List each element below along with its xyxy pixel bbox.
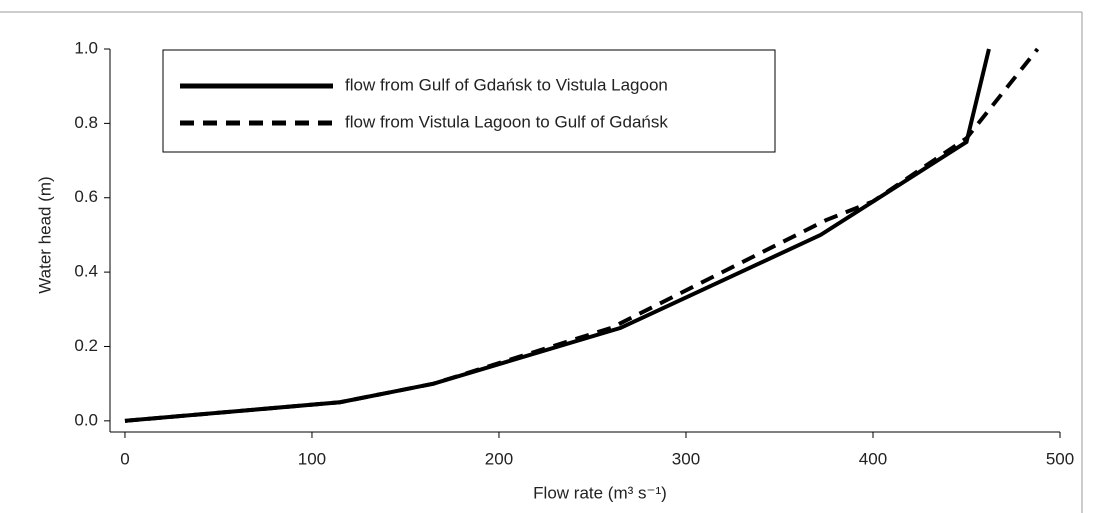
y-tick-label: 0.0 <box>74 410 98 429</box>
x-tick-label: 100 <box>298 449 326 468</box>
y-tick-label: 0.4 <box>74 262 98 281</box>
x-tick-label: 500 <box>1046 449 1074 468</box>
series-line <box>124 47 1040 423</box>
legend-label: flow from Vistula Lagoon to Gulf of Gdań… <box>345 112 668 131</box>
legend-label: flow from Gulf of Gdańsk to Vistula Lago… <box>345 75 668 94</box>
y-tick-label: 0.6 <box>74 187 98 206</box>
y-tick-label: 0.2 <box>74 336 98 355</box>
y-tick-label: 0.8 <box>74 113 98 132</box>
y-axis-label: Water head (m) <box>35 176 54 293</box>
x-tick-label: 400 <box>859 449 887 468</box>
x-tick-label: 300 <box>672 449 700 468</box>
y-tick-label: 1.0 <box>74 38 98 57</box>
x-tick-label: 200 <box>485 449 513 468</box>
x-axis-label: Flow rate (m³ s⁻¹) <box>533 483 667 502</box>
x-tick-label: 0 <box>120 449 129 468</box>
legend-box <box>162 49 776 153</box>
